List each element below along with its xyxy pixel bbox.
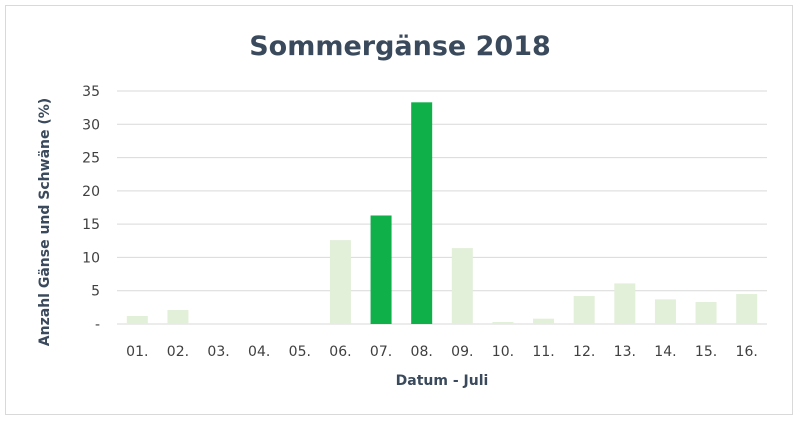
- chart-frame: [5, 5, 793, 415]
- x-tick-label: 07.: [370, 344, 392, 360]
- x-tick-label: 11.: [532, 344, 554, 360]
- y-tick-label: 35: [82, 84, 100, 100]
- y-tick-label: 25: [82, 151, 100, 167]
- y-tick-label: 20: [82, 184, 100, 200]
- x-tick-label: 16.: [736, 344, 758, 360]
- bar-10: [492, 322, 514, 324]
- bar-15: [695, 302, 717, 324]
- bar-07: [370, 215, 392, 324]
- y-tick-label: -: [95, 317, 100, 333]
- x-tick-label: 03.: [207, 344, 229, 360]
- y-tick-label: 30: [82, 117, 100, 133]
- x-tick-label: 10.: [492, 344, 514, 360]
- x-tick-label: 14.: [654, 344, 676, 360]
- y-tick-label: 5: [91, 284, 100, 300]
- x-axis-ticks: 01. 02. 03. 04. 05. 06. 07. 08. 09. 10. 11. 12. 13. 1…: [126, 344, 758, 360]
- gridlines: [117, 90, 767, 325]
- bar-08: [411, 102, 433, 325]
- x-tick-label: 06.: [329, 344, 351, 360]
- bar-11: [533, 318, 555, 324]
- y-tick-label: 15: [82, 217, 100, 233]
- bar-06: [329, 240, 351, 324]
- bar-01: [126, 316, 148, 324]
- x-tick-label: 02.: [167, 344, 189, 360]
- y-axis-ticks: - 5 10 15 20 25 30 35: [82, 84, 100, 333]
- x-tick-label: 13.: [614, 344, 636, 360]
- x-axis-title: Datum - Juli: [396, 373, 489, 389]
- bar-16: [736, 294, 758, 324]
- bar-09: [451, 248, 473, 324]
- x-tick-label: 12.: [573, 344, 595, 360]
- bars: [126, 102, 758, 325]
- x-tick-label: 04.: [248, 344, 270, 360]
- chart-title: Sommergänse 2018: [249, 31, 551, 62]
- x-tick-label: 09.: [451, 344, 473, 360]
- x-tick-label: 05.: [289, 344, 311, 360]
- bar-14: [654, 299, 676, 324]
- x-tick-label: 08.: [411, 344, 433, 360]
- bar-13: [614, 283, 636, 324]
- bar-12: [573, 296, 595, 324]
- bar-02: [167, 310, 189, 324]
- y-axis-title: Anzahl Gänse und Schwäne (%): [37, 98, 53, 346]
- x-tick-label: 15.: [695, 344, 717, 360]
- y-tick-label: 10: [82, 250, 100, 266]
- x-tick-label: 01.: [126, 344, 148, 360]
